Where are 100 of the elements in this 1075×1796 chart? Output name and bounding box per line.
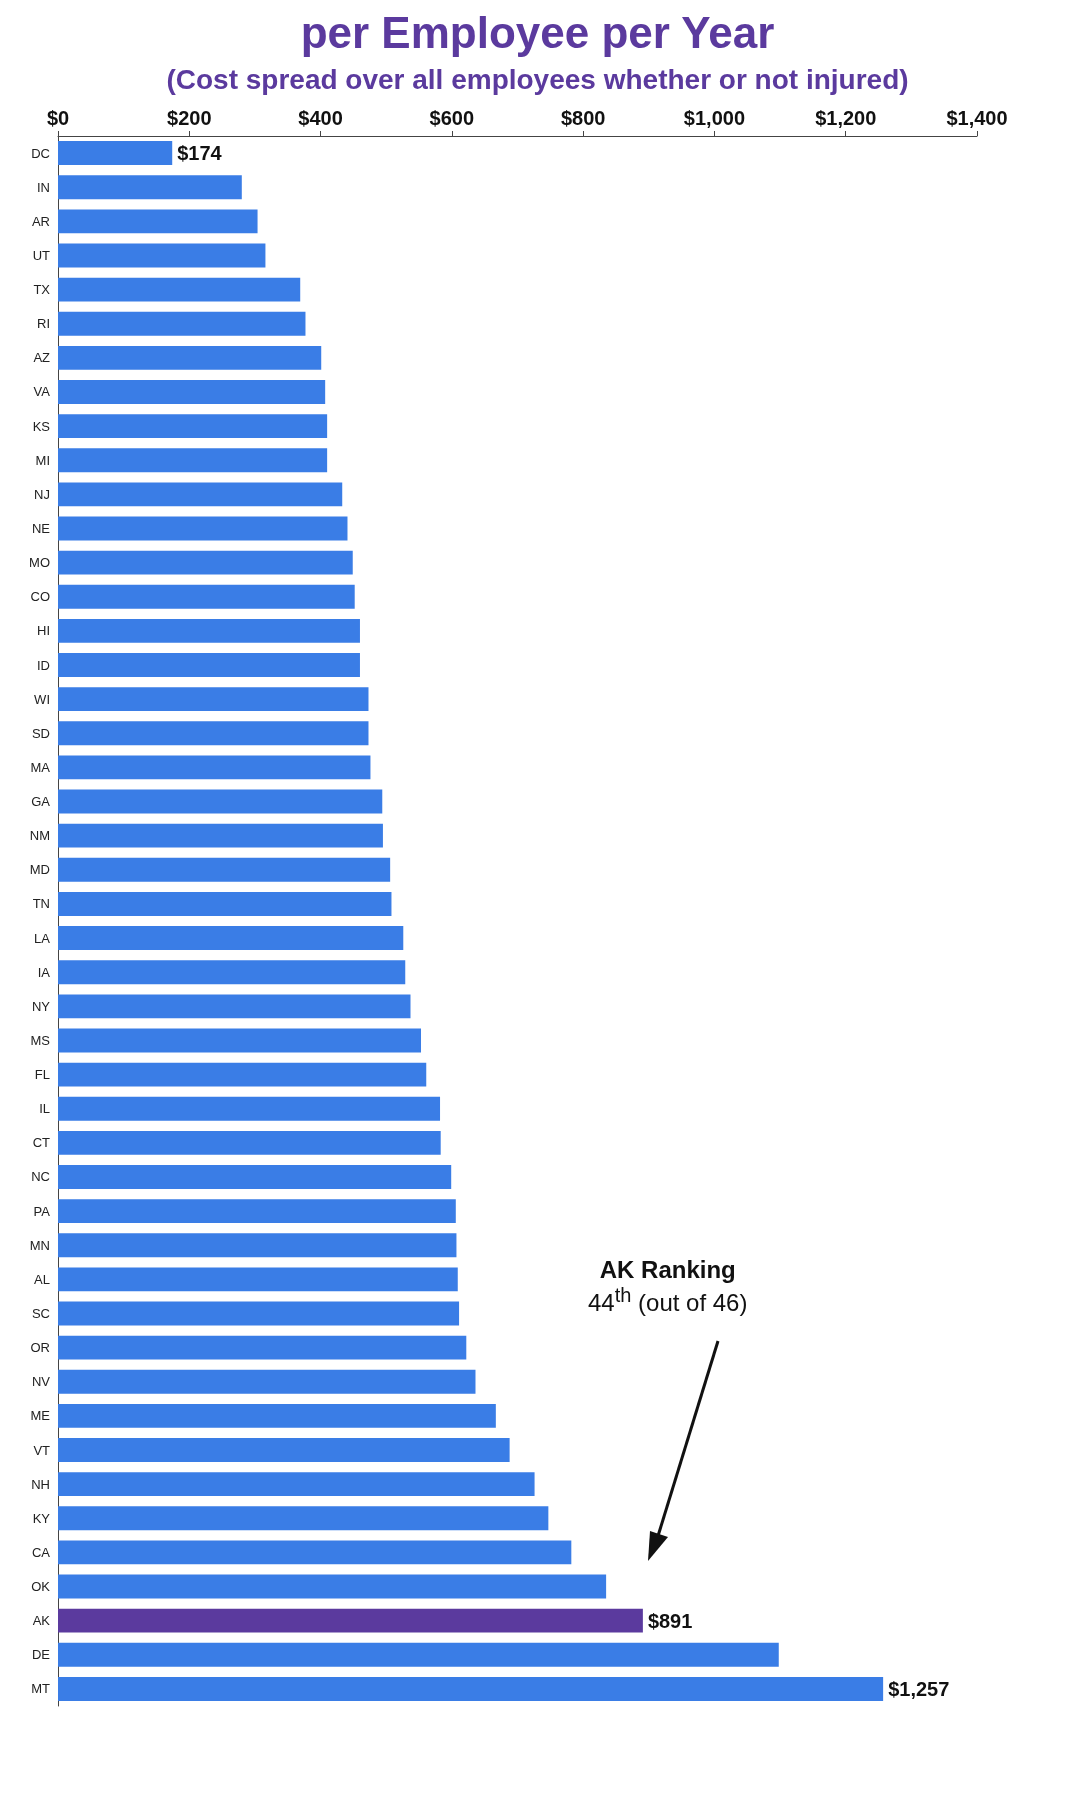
- y-tick-label: IL: [39, 1101, 50, 1117]
- y-tick-label: FL: [34, 1067, 50, 1083]
- bar: [58, 243, 266, 268]
- data-label: $1,257: [888, 1677, 950, 1700]
- x-tick-label: $600: [429, 107, 475, 129]
- bar: [58, 584, 355, 609]
- y-tick-label: MT: [31, 1681, 51, 1697]
- y-tick-label: WI: [34, 691, 50, 707]
- bar: [58, 345, 322, 370]
- bar: [58, 1403, 496, 1428]
- y-tick-label: HI: [37, 623, 50, 639]
- x-tick-label: $400: [298, 107, 343, 129]
- annotation: AK Ranking 44$^{th}$ (out of 46): [588, 1256, 748, 1317]
- chart-subtitle: (Cost spread over all employees whether or not injured): [165, 64, 910, 96]
- y-tick-label: AZ: [33, 350, 51, 366]
- y-tick-label: NC: [31, 1169, 50, 1185]
- y-tick-label: AL: [34, 1271, 50, 1287]
- bar: [58, 1574, 607, 1599]
- bar: [58, 380, 326, 404]
- x-tick-label: $1,000: [683, 107, 746, 129]
- y-tick-label: PA: [33, 1203, 51, 1219]
- bar: [58, 311, 306, 336]
- bar: [58, 1130, 441, 1155]
- y-tick-label: AR: [31, 213, 50, 229]
- y-tick-label: NH: [31, 1476, 50, 1492]
- bar: [58, 1438, 510, 1462]
- bar: [58, 1608, 643, 1633]
- y-tick-label: LA: [34, 930, 51, 946]
- y-tick-label: MN: [29, 1237, 50, 1253]
- y-tick-label: MO: [29, 555, 50, 571]
- y-tick-label: CA: [31, 1544, 51, 1560]
- y-tick-label: NJ: [34, 486, 50, 502]
- y-tick-label: NE: [31, 521, 51, 536]
- y-tick-label: TX: [33, 282, 51, 298]
- y-tick-label: NM: [29, 828, 50, 844]
- bar: [58, 1472, 535, 1497]
- y-tick-label: KY: [32, 1510, 51, 1526]
- y-tick-label: NV: [31, 1374, 51, 1390]
- bar: [58, 1642, 779, 1667]
- y-tick-label: VT: [33, 1442, 51, 1458]
- bar: [58, 1233, 457, 1258]
- y-tick-label: VA: [33, 384, 51, 400]
- bar: [58, 926, 404, 951]
- bar: [58, 1062, 427, 1087]
- bar: [58, 550, 353, 575]
- y-tick-label: IN: [37, 179, 50, 195]
- y-tick-label: TN: [32, 896, 50, 912]
- bar: [58, 209, 258, 234]
- y-tick-label: GA: [31, 794, 51, 810]
- y-tick-label: CT: [32, 1135, 51, 1151]
- bar: [58, 1267, 458, 1292]
- bar: [58, 1301, 460, 1326]
- bar: [58, 141, 173, 166]
- bar: [58, 618, 360, 643]
- y-tick-label: MD: [29, 862, 50, 878]
- x-tick-label: $200: [167, 107, 212, 129]
- bar: [58, 1540, 572, 1565]
- x-tick-label: $1,200: [815, 107, 877, 129]
- y-tick-label: MI: [35, 452, 50, 468]
- x-tick-label: $800: [560, 107, 606, 129]
- bar: [58, 1335, 467, 1360]
- bar: [58, 1199, 456, 1224]
- bar: [58, 1369, 476, 1394]
- y-tick-label: NY: [31, 998, 51, 1014]
- bar: [58, 277, 301, 302]
- bar: [58, 1028, 422, 1053]
- x-tick-label: $0: [46, 107, 70, 129]
- bar: [58, 857, 391, 882]
- chart-title: per Employee per Year: [299, 8, 776, 58]
- y-tick-label: DC: [31, 145, 50, 161]
- y-tick-label: RI: [37, 316, 50, 332]
- y-tick-label: CO: [30, 589, 50, 605]
- y-tick-label: OR: [30, 1340, 50, 1356]
- bar: [58, 653, 360, 677]
- y-tick-label: IA: [37, 964, 51, 980]
- x-tick-label: $1,400: [946, 107, 1008, 129]
- bar: [58, 414, 328, 439]
- bar: [58, 1096, 441, 1121]
- y-tick-label: SC: [31, 1306, 50, 1321]
- bar: [58, 789, 383, 814]
- data-label: $891: [647, 1609, 693, 1632]
- bar: [58, 687, 369, 712]
- bar: [58, 175, 242, 200]
- data-label: $174: [177, 142, 223, 165]
- bar: [58, 891, 392, 916]
- y-tick-label: MS: [30, 1032, 51, 1048]
- y-tick-label: SD: [31, 725, 50, 741]
- bar: [58, 1165, 452, 1189]
- bar: [58, 1506, 549, 1531]
- bar: [58, 960, 406, 985]
- y-tick-label: ID: [37, 657, 50, 673]
- bar: [58, 755, 371, 780]
- bar: [58, 994, 411, 1019]
- y-tick-label: ME: [30, 1408, 51, 1424]
- bar: [58, 823, 383, 848]
- bar: [58, 721, 369, 746]
- y-tick-label: AK: [32, 1613, 51, 1629]
- y-tick-label: MA: [30, 759, 51, 775]
- y-tick-label: DE: [31, 1647, 51, 1663]
- bar: [58, 516, 348, 541]
